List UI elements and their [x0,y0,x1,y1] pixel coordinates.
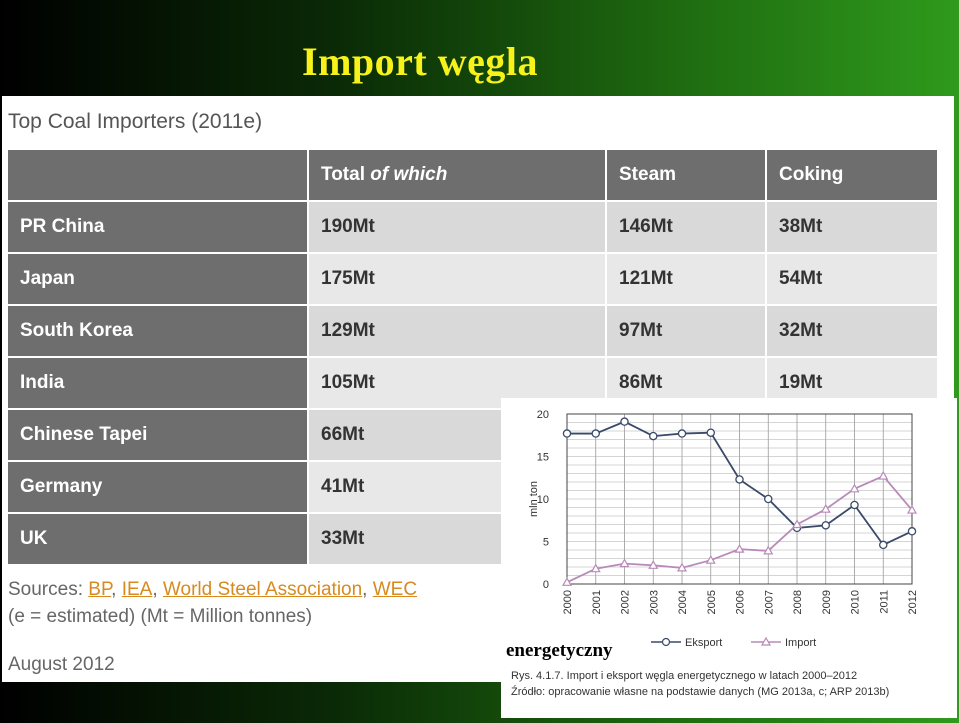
cell-coking: 54Mt [766,253,939,306]
legend-marker-import [760,636,772,646]
sources-note: Sources: BP, IEA, World Steel Associatio… [8,576,417,630]
data-point-import [619,558,630,568]
chart-caption: Rys. 4.1.7. Import i eksport węgla energ… [511,668,889,700]
data-point-eksport [677,429,687,438]
data-point-import [878,470,889,480]
x-tick-label: 2011 [878,590,890,614]
x-tick-label: 2007 [763,590,775,614]
legend-marker-eksport [661,637,671,647]
cell-country: PR China [8,201,309,254]
source-link-wec[interactable]: WEC [372,579,418,600]
data-point-eksport [878,540,888,550]
data-point-eksport [763,494,773,504]
data-point-eksport [735,475,744,484]
table-row: Japan 175Mt 121Mt 54Mt [8,253,939,306]
x-tick-label: 2005 [706,590,718,614]
cell-total: 129Mt [308,305,607,358]
y-tick-label: 15 [537,452,549,464]
column-header-country [8,150,309,202]
cell-coking: 38Mt [766,201,939,254]
data-point-eksport [591,429,601,438]
x-tick-label: 2001 [591,590,603,614]
source-link-wsa[interactable]: World Steel Association [162,579,363,600]
sources-label: Sources: [8,579,83,600]
table-heading: Top Coal Importers (2011e) [8,110,263,133]
data-point-import [849,483,860,493]
source-link-iea[interactable]: IEA [121,579,153,600]
data-point-eksport [821,521,830,530]
cell-total: 190Mt [308,201,607,254]
x-tick-label: 2012 [907,590,919,614]
data-point-eksport [706,428,715,437]
data-point-import [734,543,745,553]
cell-total: 175Mt [308,253,607,306]
cell-steam: 146Mt [606,201,767,254]
line-chart-svg: 0 5 10 15 20 mln ton 2000 2001 2002 2003 2004 2005 2… [528,409,919,649]
data-point-eksport [648,431,658,441]
plot-area-border [566,413,913,585]
estimate-note: (e = estimated) (Mt = Million tonnes) [8,606,313,627]
slide-title: Import węgla [302,39,538,84]
chart-caption-line-2: Źródło: opracowanie własne na podstawie … [511,686,890,698]
x-tick-label: 2003 [648,590,660,614]
data-point-eksport [620,417,629,426]
x-tick-label: 2008 [792,590,804,614]
data-point-import [561,577,573,586]
column-header-total: Total of which [308,150,607,202]
data-point-import [705,554,716,564]
report-date: August 2012 [8,654,115,675]
column-header-coking: Coking [766,150,939,202]
total-label: Total [321,164,371,185]
cell-country: India [8,357,309,410]
y-tick-label: 5 [543,537,549,549]
table-row: South Korea 129Mt 97Mt 32Mt [8,305,939,358]
x-tick-label: 2010 [850,590,862,614]
data-point-import [906,504,918,514]
y-axis-label: mln ton [528,481,540,517]
data-point-import [791,519,803,529]
x-tick-label: 2000 [562,590,574,614]
x-tick-label: 2004 [677,590,689,614]
y-tick-label: 20 [537,409,549,421]
cell-country: Germany [8,461,309,514]
cell-steam: 97Mt [606,305,767,358]
column-header-steam: Steam [606,150,767,202]
of-which-label: of which [370,164,448,185]
data-point-import [590,563,601,573]
cell-country: South Korea [8,305,309,358]
cell-country: Chinese Tapei [8,409,309,462]
data-point-import [763,545,774,555]
table-row: PR China 190Mt 146Mt 38Mt [8,201,939,254]
coal-trade-chart: 0 5 10 15 20 mln ton 2000 2001 2002 2003 2004 2005 2… [501,398,957,718]
sources-line: Sources: BP, IEA, World Steel Associatio… [8,579,418,600]
data-point-import [676,562,688,572]
cell-country: Japan [8,253,309,306]
legend-label-import: Import [785,637,816,649]
data-point-import [820,503,831,513]
table-row: India 105Mt 86Mt 19Mt [8,357,939,410]
table-header-row: Total of which Steam Coking [8,150,939,202]
source-link-bp[interactable]: BP [88,579,112,600]
x-tick-label: 2009 [821,590,833,614]
chart-caption-line-1: Rys. 4.1.7. Import i eksport węgla energ… [511,670,858,682]
data-point-eksport [850,500,859,510]
cell-country: UK [8,513,309,566]
data-point-eksport [562,429,572,438]
y-tick-label: 10 [537,494,549,506]
overlay-word: energetyczny [504,640,615,662]
x-tick-label: 2002 [620,590,632,614]
data-point-eksport [907,527,917,536]
y-tick-label: 0 [543,579,549,591]
legend-label-eksport: Eksport [685,637,722,649]
cell-steam: 121Mt [606,253,767,306]
data-point-import [648,560,659,569]
x-tick-label: 2006 [735,590,747,614]
cell-coking: 32Mt [766,305,939,358]
